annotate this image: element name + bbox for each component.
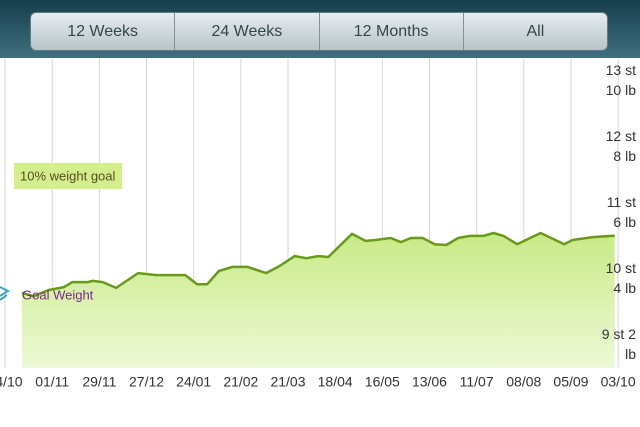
x-tick-label: 24/01 bbox=[176, 374, 211, 390]
goal-annotation: 10% weight goal bbox=[20, 168, 116, 183]
x-tick-label: 05/09 bbox=[553, 374, 588, 390]
x-tick-label: 21/03 bbox=[270, 374, 305, 390]
y-tick-label: 10 st 4 lb bbox=[605, 260, 636, 296]
y-tick-label: 9 st 2 lb bbox=[601, 326, 636, 363]
x-tick-label: 18/04 bbox=[318, 374, 353, 390]
weight-line bbox=[21, 231, 615, 298]
x-tick-label: 01/11 bbox=[35, 374, 69, 390]
x-tick-label: 16/05 bbox=[365, 374, 400, 390]
x-tick-label: 04/10 bbox=[0, 374, 23, 390]
x-tick-label: 27/12 bbox=[129, 374, 164, 390]
goal-weight-label: Goal Weight bbox=[22, 287, 94, 302]
x-tick-label: 21/02 bbox=[223, 374, 258, 390]
x-tick-label: 11/07 bbox=[460, 374, 494, 390]
range-tab[interactable]: All bbox=[462, 13, 607, 50]
x-tick-label: 29/11 bbox=[82, 374, 116, 390]
x-tick-label: 03/10 bbox=[601, 374, 636, 390]
range-tab[interactable]: 12 Weeks bbox=[67, 23, 139, 40]
range-tab[interactable]: 24 Weeks bbox=[174, 13, 318, 50]
y-tick-label: 13 st 10 lb bbox=[605, 61, 636, 98]
x-tick-label: 08/08 bbox=[506, 374, 541, 390]
header: 12 Weeks 24 Weeks 12 Months All bbox=[0, 0, 640, 58]
area bbox=[21, 233, 615, 368]
y-tick-label: 11 st 6 lb bbox=[606, 193, 636, 230]
x-tick-label: 13/06 bbox=[412, 374, 447, 390]
start-marker bbox=[0, 286, 11, 301]
goal-badge bbox=[14, 163, 122, 189]
y-tick-label: 12 st 8 lb bbox=[605, 127, 636, 164]
range-selector: 12 Weeks 24 Weeks 12 Months All bbox=[30, 12, 608, 51]
range-tab[interactable]: 12 Months bbox=[318, 13, 463, 50]
